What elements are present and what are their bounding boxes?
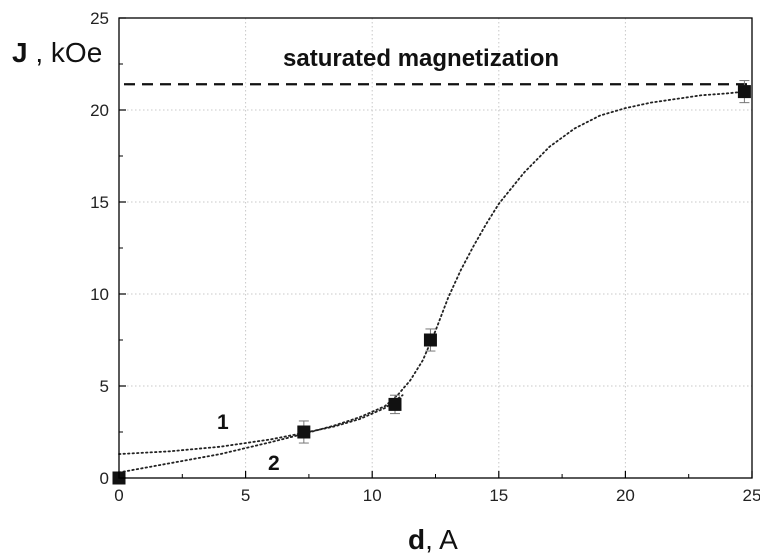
curve-label-1: 1 xyxy=(217,411,229,434)
grid xyxy=(119,18,752,478)
x-tick-label: 0 xyxy=(114,486,123,505)
plot-frame xyxy=(118,17,753,479)
x-axis-title-symbol: d xyxy=(408,524,425,555)
x-tick-label: 15 xyxy=(489,486,508,505)
y-tick-label: 20 xyxy=(90,101,109,120)
data-points xyxy=(112,80,751,485)
x-axis-title: d, A xyxy=(408,524,458,555)
saturation-annotation: saturated magnetization xyxy=(283,45,559,72)
x-tick-label: 10 xyxy=(363,486,382,505)
y-tick-label: 15 xyxy=(90,193,109,212)
y-tick-label: 25 xyxy=(90,9,109,28)
x-tick-label: 20 xyxy=(616,486,635,505)
data-point xyxy=(297,425,311,439)
y-axis-title-symbol: J xyxy=(12,37,28,68)
y-tick-label: 5 xyxy=(100,377,109,396)
curve-2 xyxy=(118,90,746,474)
curve-label-2: 2 xyxy=(268,452,280,475)
curves xyxy=(118,90,746,474)
ticks: 0 5 10 15 20 25 0 5 10 15 20 25 xyxy=(90,9,760,505)
y-tick-label: 10 xyxy=(90,285,109,304)
y-tick-label: 0 xyxy=(100,469,109,488)
x-tick-label: 25 xyxy=(743,486,760,505)
data-point xyxy=(737,85,751,99)
y-axis-title-unit: , kOe xyxy=(28,37,103,68)
x-axis-title-unit: , A xyxy=(425,524,458,555)
data-point xyxy=(388,397,402,411)
x-tick-label: 5 xyxy=(241,486,250,505)
data-point xyxy=(423,333,437,347)
y-axis-title: J , kOe xyxy=(12,37,102,68)
